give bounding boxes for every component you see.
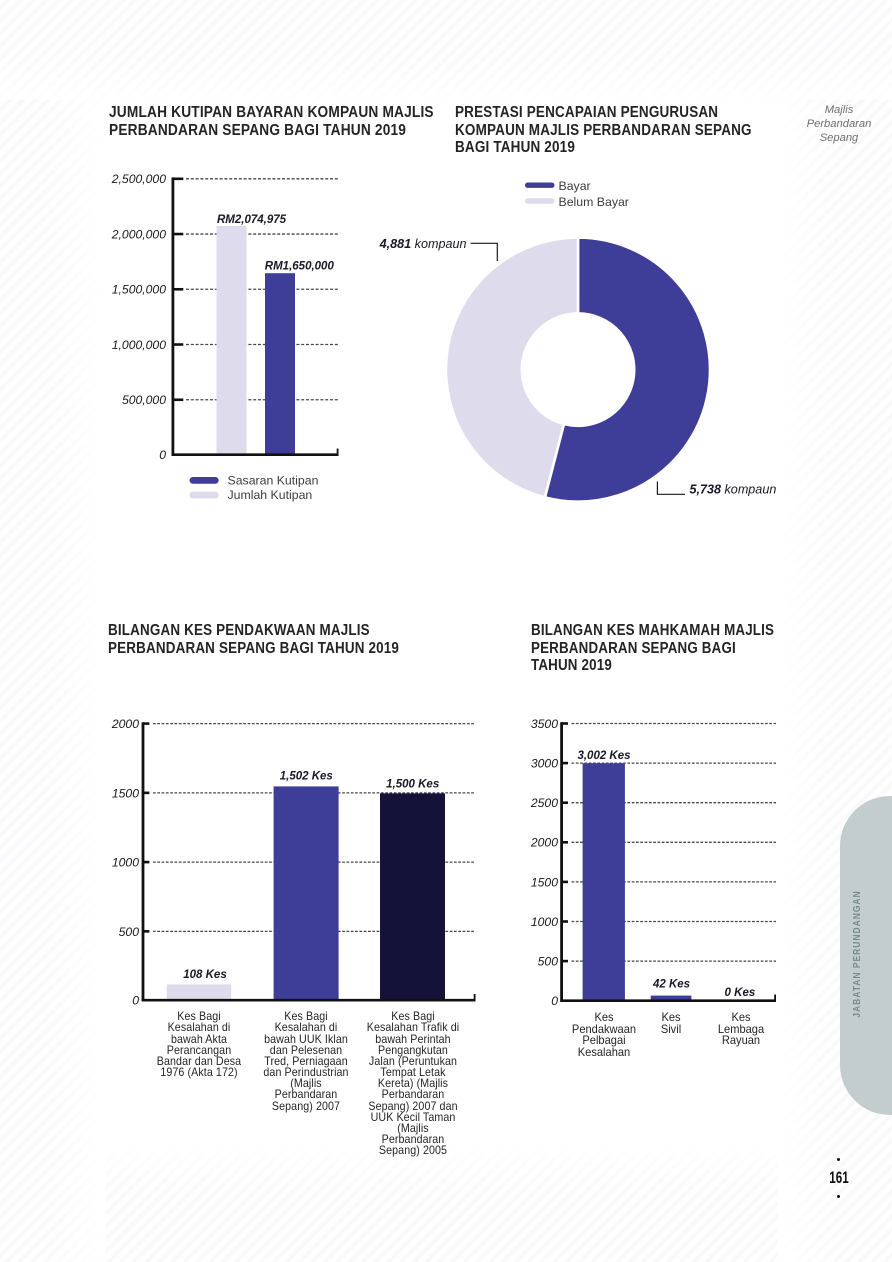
svg-text:1500: 1500 xyxy=(112,786,139,800)
svg-text:500,000: 500,000 xyxy=(122,393,166,407)
svg-text:500: 500 xyxy=(119,925,140,939)
svg-text:161: 161 xyxy=(829,1168,849,1186)
svg-text:Jumlah Kutipan: Jumlah Kutipan xyxy=(228,488,313,502)
svg-text:0: 0 xyxy=(132,994,139,1008)
svg-text:1,502 Kes: 1,502 Kes xyxy=(280,770,333,782)
svg-text:3,002 Kes: 3,002 Kes xyxy=(577,750,630,762)
svg-text:1,500,000: 1,500,000 xyxy=(112,283,166,297)
svg-text:2,500,000: 2,500,000 xyxy=(111,172,166,186)
svg-text:RM2,074,975: RM2,074,975 xyxy=(217,214,287,226)
svg-text:2000: 2000 xyxy=(111,717,139,731)
svg-text:0: 0 xyxy=(551,994,558,1008)
svg-text:Belum Bayar: Belum Bayar xyxy=(559,195,629,209)
svg-text:0: 0 xyxy=(159,448,166,462)
svg-text:3000: 3000 xyxy=(531,757,558,771)
svg-text:Bayar: Bayar xyxy=(559,179,591,193)
svg-text:0 Kes: 0 Kes xyxy=(725,987,756,999)
svg-text:1,500 Kes: 1,500 Kes xyxy=(386,779,439,791)
svg-text:2000: 2000 xyxy=(530,836,558,850)
svg-text:1000: 1000 xyxy=(531,915,558,929)
svg-text:1500: 1500 xyxy=(531,875,558,889)
svg-text:2500: 2500 xyxy=(530,796,558,810)
svg-text:2,000,000: 2,000,000 xyxy=(111,227,166,241)
svg-text:5,738 kompaun: 5,738 kompaun xyxy=(690,483,777,497)
svg-text:3500: 3500 xyxy=(531,717,558,731)
svg-text:Sasaran Kutipan: Sasaran Kutipan xyxy=(228,474,319,488)
svg-text:500: 500 xyxy=(538,955,559,969)
svg-text:108 Kes: 108 Kes xyxy=(183,969,226,981)
svg-text:1,000,000: 1,000,000 xyxy=(112,338,166,352)
svg-text:RM1,650,000: RM1,650,000 xyxy=(265,260,335,272)
svg-text:4,881 kompaun: 4,881 kompaun xyxy=(379,237,467,251)
svg-text:1000: 1000 xyxy=(112,856,139,870)
svg-text:42 Kes: 42 Kes xyxy=(652,978,690,990)
